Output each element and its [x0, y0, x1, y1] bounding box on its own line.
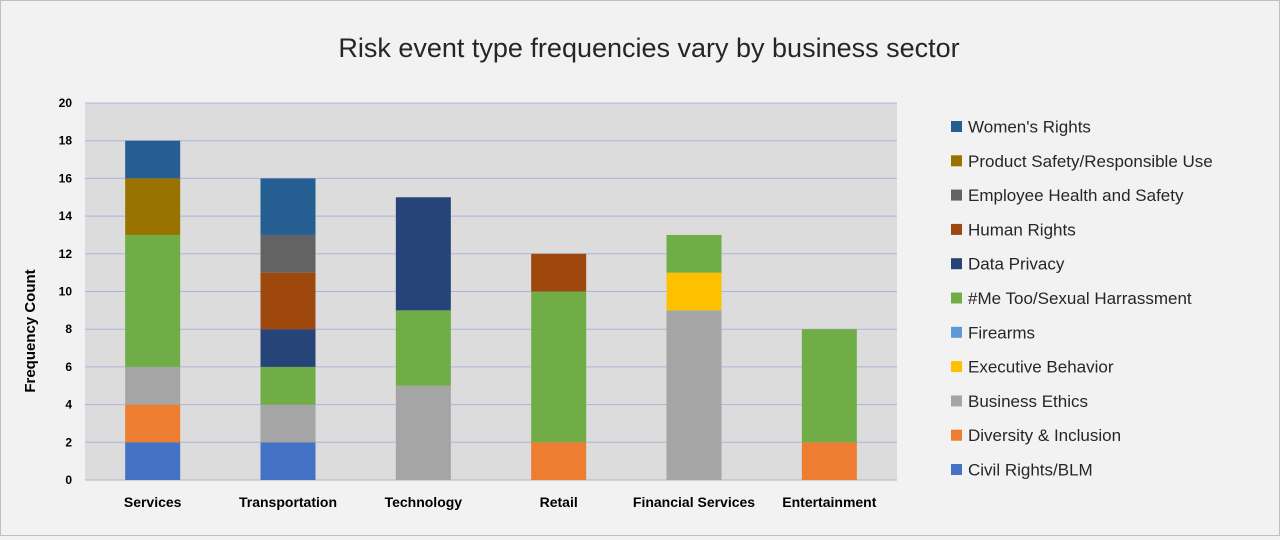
- x-tick-label: Services: [124, 494, 182, 510]
- y-tick-label: 4: [65, 398, 72, 412]
- legend-label: Human Rights: [968, 220, 1076, 239]
- legend-item: Human Rights: [951, 220, 1076, 239]
- bar-segment: [260, 178, 316, 235]
- legend-item: Civil Rights/BLM: [951, 461, 1093, 480]
- x-tick-label: Financial Services: [633, 494, 755, 510]
- bar-segment: [125, 234, 181, 367]
- x-tick-label: Entertainment: [782, 494, 876, 510]
- bar-segment: [801, 329, 857, 443]
- legend-item: Firearms: [951, 323, 1035, 342]
- y-axis-ticks: 0 2 4 6 8 10 12 14 16 18 20: [59, 96, 73, 487]
- legend: Women's Rights Product Safety/Responsible…: [951, 118, 1213, 480]
- chart-title: Risk event type frequencies vary by busi…: [338, 33, 959, 63]
- bar-segment: [260, 234, 316, 273]
- y-tick-label: 0: [65, 473, 72, 487]
- legend-label: Firearms: [968, 323, 1035, 342]
- x-tick-label: Transportation: [239, 494, 337, 510]
- bars: [125, 140, 857, 480]
- x-tick-label: Technology: [385, 494, 463, 510]
- legend-label: Data Privacy: [968, 255, 1065, 274]
- legend-swatch: [951, 395, 962, 407]
- legend-label: Diversity & Inclusion: [968, 426, 1121, 445]
- bar-segment: [395, 197, 451, 311]
- legend-swatch: [951, 121, 962, 132]
- bar-segment: [125, 140, 181, 179]
- bar-segment: [125, 442, 181, 480]
- legend-label: Employee Health and Safety: [968, 186, 1184, 205]
- legend-label: Executive Behavior: [968, 358, 1114, 377]
- y-tick-label: 2: [65, 435, 72, 449]
- legend-item: Data Privacy: [951, 255, 1065, 274]
- grid-lines: [85, 102, 897, 481]
- y-tick-label: 16: [59, 171, 73, 185]
- bar-segment: [260, 272, 316, 330]
- bar-segment: [260, 329, 316, 367]
- y-tick-label: 12: [59, 247, 73, 261]
- bar-segment: [125, 404, 181, 443]
- bar-segment: [125, 366, 181, 405]
- y-tick-label: 10: [59, 285, 73, 299]
- bar-segment: [666, 272, 722, 311]
- legend-item: #Me Too/Sexual Harrassment: [951, 289, 1192, 308]
- bar-segment: [260, 404, 316, 443]
- y-tick-label: 20: [59, 96, 73, 110]
- legend-item: Product Safety/Responsible Use: [951, 152, 1213, 171]
- bar-segment: [801, 442, 857, 480]
- legend-label: Business Ethics: [968, 392, 1088, 411]
- y-tick-label: 14: [59, 209, 73, 223]
- bar-segment: [260, 442, 316, 480]
- bar-segment: [395, 310, 451, 386]
- legend-item: Women's Rights: [951, 118, 1091, 137]
- bar-segment: [666, 310, 722, 480]
- y-axis-label: Frequency Count: [22, 269, 39, 392]
- y-tick-label: 18: [59, 134, 73, 148]
- y-tick-label: 8: [65, 322, 72, 336]
- y-tick-label: 6: [65, 360, 72, 374]
- legend-item: Executive Behavior: [951, 358, 1114, 377]
- bar-segment: [531, 442, 587, 480]
- legend-swatch: [951, 361, 962, 373]
- legend-swatch: [951, 223, 962, 235]
- legend-swatch: [951, 155, 962, 167]
- legend-label: #Me Too/Sexual Harrassment: [968, 289, 1192, 308]
- legend-label: Women's Rights: [968, 118, 1091, 137]
- legend-swatch: [951, 258, 962, 270]
- legend-label: Product Safety/Responsible Use: [968, 152, 1213, 171]
- x-axis-ticks: Services Transportation Technology Retail Fi…: [124, 494, 877, 510]
- bar-segment: [666, 234, 722, 273]
- x-tick-label: Retail: [540, 494, 578, 510]
- legend-label: Civil Rights/BLM: [968, 461, 1093, 480]
- legend-swatch: [951, 326, 962, 338]
- legend-swatch: [951, 292, 962, 304]
- bar-segment: [531, 253, 587, 292]
- bar-segment: [125, 178, 181, 235]
- legend-swatch: [951, 429, 962, 441]
- legend-swatch: [951, 464, 962, 475]
- legend-swatch: [951, 189, 962, 201]
- bar-segment: [395, 385, 451, 480]
- bar-segment: [260, 366, 316, 405]
- legend-item: Business Ethics: [951, 392, 1088, 411]
- legend-item: Employee Health and Safety: [951, 186, 1184, 205]
- legend-item: Diversity & Inclusion: [951, 426, 1121, 445]
- bar-segment: [531, 291, 587, 443]
